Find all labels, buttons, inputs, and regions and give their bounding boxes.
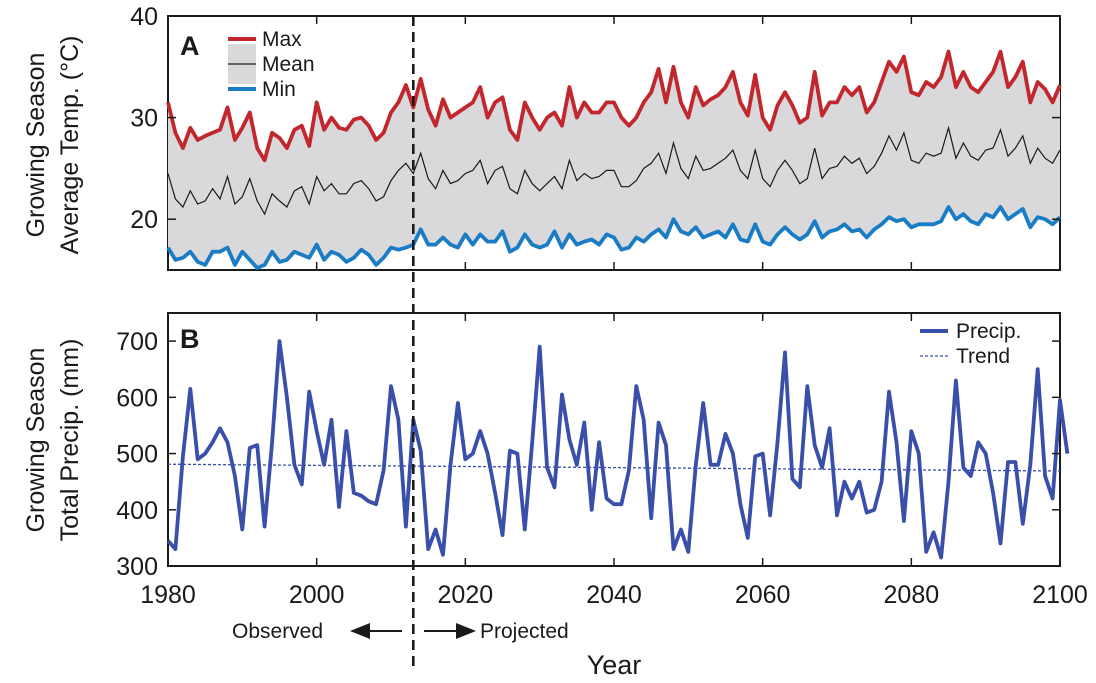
y-tick-label: 500 [116,441,158,469]
temperature-range-band [168,51,1060,268]
precip-line [166,339,1070,560]
x-tick-label: 2100 [1032,581,1088,609]
x-tick-label: 2080 [884,581,940,609]
x-tick-label: 1980 [140,581,196,609]
y-tick-label: 700 [116,328,158,356]
legend-min-label: Min [262,78,296,101]
y-tick-label: 300 [116,553,158,581]
panel-b-x-ticks [167,313,1061,566]
panel-a-ylabel-line2: Average Temp. (°C) [56,36,84,255]
y-tick-label: 400 [116,497,158,525]
panel-a-x-ticks [167,16,1061,270]
panel-a-legend: Max Mean Min [228,28,315,101]
legend-trend-label: Trend [956,345,1010,368]
panel-b-legend: Precip. Trend [920,320,1021,368]
series-line-max [166,49,1062,163]
panel-a-ylabel-line1: Growing Season [22,53,50,238]
panel-b-ylabel-line1: Growing Season [22,348,50,533]
panel-b-letter: B [180,324,200,354]
x-tick-label: 2060 [735,581,791,609]
x-tick-label: 2000 [289,581,345,609]
y-tick-label: 20 [130,206,158,234]
temperature-lines [166,49,1062,270]
x-axis-title: Year [587,650,642,680]
series-line-mean [167,125,1061,216]
series-line-trend [167,463,1061,472]
panel-b-y-ticks: 300 400 500 600 700 [116,328,1060,581]
panel-a-y-ticks: 20 30 40 [130,3,1060,234]
panel-a: 20 30 40 A Max Mean Min Growing Season Ave… [22,3,1062,271]
y-tick-label: 30 [130,105,158,133]
period-annotations: Observed Projected [232,620,569,643]
panel-b-ylabel-line2: Total Precip. (mm) [56,339,84,542]
legend-max-label: Max [262,28,302,51]
series-line-precip [166,339,1070,560]
x-tick-label: 2020 [438,581,494,609]
left-arrow-icon [350,623,402,639]
observed-label: Observed [232,620,323,643]
legend-mean-label: Mean [262,53,315,76]
projected-label: Projected [480,620,569,643]
x-tick-label: 2040 [586,581,642,609]
y-tick-label: 600 [116,384,158,412]
series-line-min [166,205,1062,270]
x-tick-labels: 1980 2000 2020 2040 2060 2080 2100 [140,581,1088,609]
precip-trend [167,463,1061,472]
temperature-band [168,51,1060,268]
panel-b: 300 400 500 600 700 B Precip. Trend Growing … [22,312,1070,581]
legend-precip-label: Precip. [956,320,1021,343]
panel-a-letter: A [180,31,200,61]
y-tick-label: 40 [130,3,158,31]
right-arrow-icon [424,623,476,639]
